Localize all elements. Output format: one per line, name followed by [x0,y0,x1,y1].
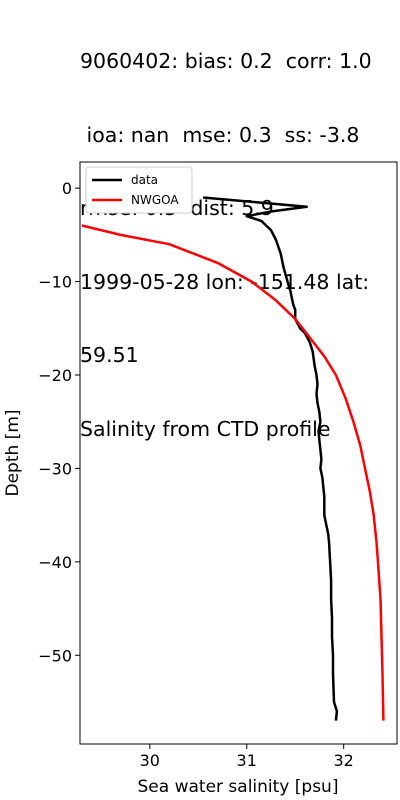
title-line-4: 1999-05-28 lon: -151.48 lat: [80,269,370,294]
series-line-data [202,196,339,721]
series-line-nwgoa [81,224,385,721]
y-axis: 0 −10 −20 −30 −40 −50 [38,179,80,665]
y-axis-label: Depth [m] [3,409,23,496]
chart-title: 9060402: bias: 0.2 corr: 1.0 ioa: nan ms… [80,0,398,466]
x-tick-label-0: 30 [140,751,160,770]
title-line-5: 59.51 [80,343,139,367]
title-line-1: 9060402: bias: 0.2 corr: 1.0 [80,49,372,73]
x-tick-label-2: 32 [334,751,354,770]
plot-frame [79,161,398,745]
legend-label-data: data [131,173,158,187]
legend: data NWGOA [85,166,193,214]
y-tick-label-2: −20 [38,366,72,385]
x-tick-label-1: 31 [237,751,257,770]
y-tick-label-0: 0 [62,179,72,198]
legend-box [85,166,193,214]
y-tick-label-5: −50 [38,646,72,665]
x-axis-label: Sea water salinity [psu] [138,777,339,797]
title-line-2: ioa: nan mse: 0.3 ss: -3.8 [80,122,360,147]
y-tick-label-3: −30 [38,459,72,478]
series-lines [81,196,385,721]
y-tick-label-1: −10 [38,273,72,292]
y-tick-label-4: −40 [38,553,72,572]
x-axis: 30 31 32 [140,744,354,770]
legend-label-nwgoa: NWGOA [131,193,179,207]
